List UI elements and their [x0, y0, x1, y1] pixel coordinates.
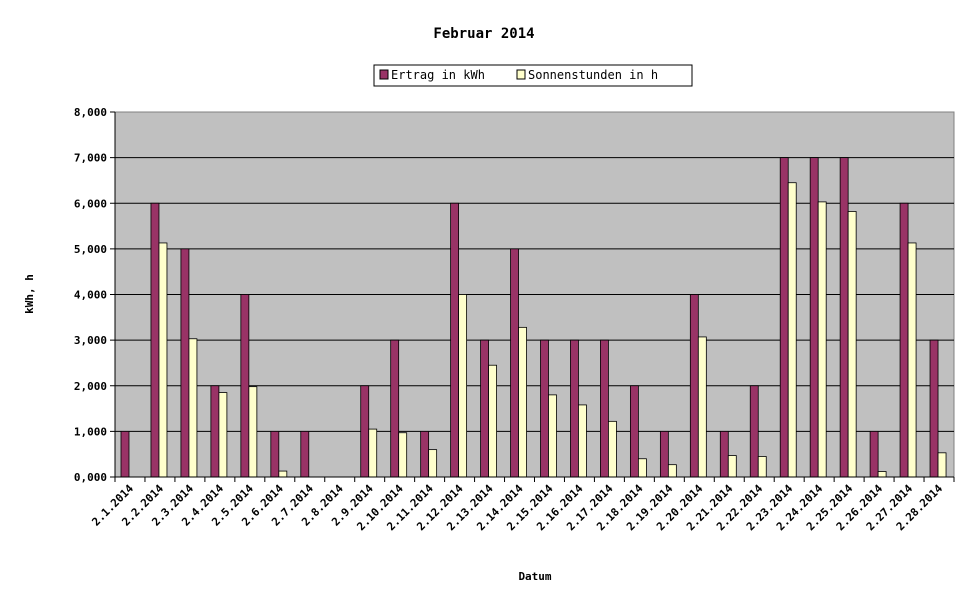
legend-swatch-ertrag — [379, 69, 389, 80]
y-tick-label: 0,000 — [74, 471, 107, 484]
bar-ertrag — [300, 430, 310, 478]
bar-sonnenstunden — [368, 428, 378, 478]
y-axis-label: kWh, h — [23, 274, 36, 314]
bar-ertrag — [240, 294, 250, 478]
bar-ertrag — [600, 339, 609, 478]
bar-ertrag — [180, 248, 190, 478]
axes — [114, 112, 955, 482]
y-tick-label: 5,000 — [74, 243, 107, 256]
bar-ertrag — [779, 157, 789, 478]
bar-sonnenstunden — [548, 394, 557, 478]
bar-ertrag — [899, 202, 909, 478]
y-tick-label: 6,000 — [74, 197, 107, 210]
bar-sonnenstunden — [188, 338, 198, 478]
y-tick-label: 3,000 — [74, 334, 107, 347]
y-tick-label: 8,000 — [74, 106, 107, 119]
bar-ertrag — [270, 430, 280, 478]
bar-sonnenstunden — [787, 182, 797, 478]
bar-sonnenstunden — [727, 455, 737, 478]
bar-ertrag — [749, 385, 759, 478]
bar-sonnenstunden — [637, 458, 647, 478]
bar-ertrag — [719, 430, 729, 478]
bar-ertrag — [809, 157, 819, 478]
bar-ertrag — [510, 248, 519, 478]
bar-ertrag — [210, 385, 220, 478]
bar-ertrag — [390, 339, 400, 478]
bar-ertrag — [480, 339, 489, 478]
bar-sonnenstunden — [608, 420, 617, 478]
bar-sonnenstunden — [907, 242, 917, 478]
bar-sonnenstunden — [817, 201, 827, 478]
bar-ertrag — [540, 339, 549, 478]
y-tick-label: 2,000 — [74, 380, 107, 393]
legend-box — [373, 64, 693, 87]
legend: Ertrag in kWh Sonnenstunden in h — [373, 64, 693, 87]
bar-sonnenstunden — [518, 326, 527, 478]
chart-title: Februar 2014 — [433, 26, 534, 42]
bar-ertrag — [929, 339, 939, 478]
bar-sonnenstunden — [697, 336, 707, 478]
legend-label-sonnenstunden: Sonnenstunden in h — [528, 68, 658, 82]
bar-sonnenstunden — [937, 452, 947, 478]
bar-sonnenstunden — [488, 364, 497, 478]
legend-swatch-sonnenstunden — [516, 69, 526, 80]
bar-sonnenstunden — [398, 432, 408, 478]
bar-ertrag — [120, 430, 130, 478]
bar-sonnenstunden — [578, 404, 587, 478]
bar-ertrag — [659, 430, 669, 478]
bar-ertrag — [360, 385, 370, 478]
bar-ertrag — [150, 202, 160, 478]
bar-ertrag — [450, 202, 460, 478]
bar-sonnenstunden — [428, 449, 438, 478]
bar-sonnenstunden — [667, 464, 677, 478]
bar-ertrag — [420, 430, 430, 478]
bar-ertrag — [629, 385, 639, 478]
bar-sonnenstunden — [248, 386, 258, 478]
bar-sonnenstunden — [218, 392, 228, 478]
x-axis-label: Datum — [518, 570, 551, 583]
bar-sonnenstunden — [278, 470, 288, 478]
bar-sonnenstunden — [158, 242, 168, 478]
y-tick-label: 1,000 — [74, 425, 107, 438]
bars — [120, 157, 947, 478]
legend-label-ertrag: Ertrag in kWh — [391, 68, 485, 82]
bar-sonnenstunden — [757, 456, 767, 478]
bar-sonnenstunden — [458, 294, 468, 478]
bar-ertrag — [869, 430, 879, 478]
y-tick-label: 7,000 — [74, 152, 107, 165]
y-tick-label: 4,000 — [74, 289, 107, 302]
bar-ertrag — [839, 157, 849, 478]
bar-ertrag — [570, 339, 579, 478]
y-tick-labels: 0,000 1,000 2,000 3,000 4,000 5,000 6,000 7,000… — [74, 106, 107, 484]
bar-sonnenstunden — [877, 471, 887, 478]
x-tick-labels: 2.1.20142.2.20142.3.20142.4.20142.5.2014… — [89, 482, 945, 534]
bar-sonnenstunden — [847, 211, 857, 478]
bar-ertrag — [689, 294, 699, 478]
